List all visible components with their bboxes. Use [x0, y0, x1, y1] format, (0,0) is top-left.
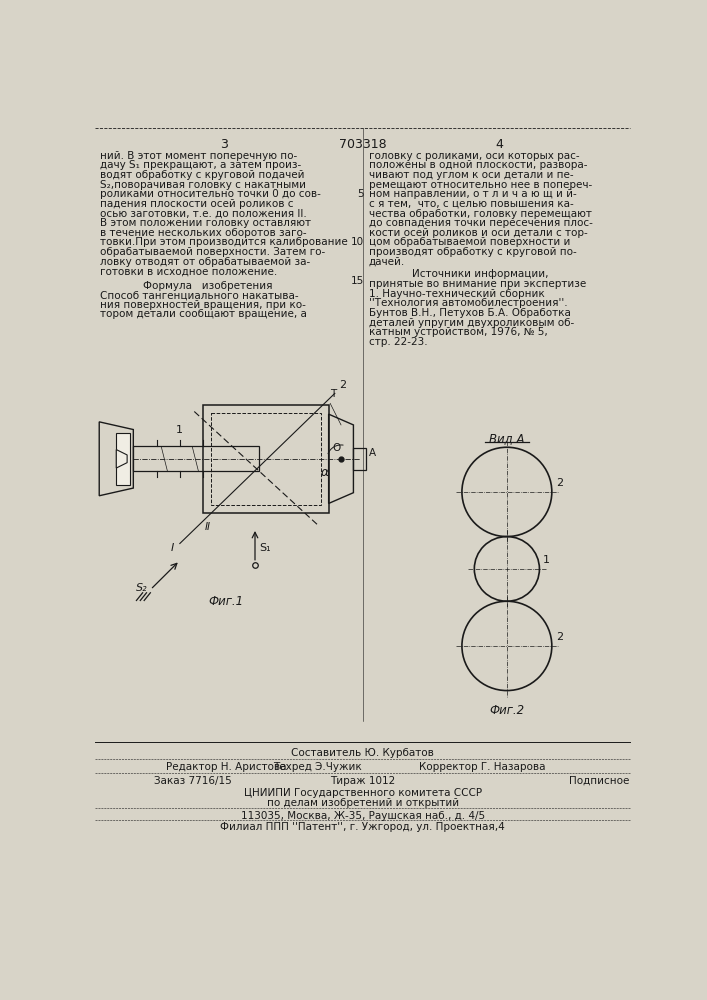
Text: ремещают относительно нее в попереч-: ремещают относительно нее в попереч- [369, 180, 592, 190]
Text: ловку отводят от обрабатываемой за-: ловку отводят от обрабатываемой за- [100, 257, 310, 267]
Text: Филиал ППП ''Патент'', г. Ужгород, ул. Проектная,4: Филиал ППП ''Патент'', г. Ужгород, ул. П… [221, 822, 505, 832]
Polygon shape [116, 450, 127, 468]
Text: S₁: S₁ [259, 543, 271, 553]
Text: 4: 4 [495, 138, 503, 151]
Text: готовки в исходное положение.: готовки в исходное положение. [100, 266, 277, 276]
Text: 3: 3 [220, 138, 228, 151]
Text: ''Технология автомобилестроения''.: ''Технология автомобилестроения''. [369, 298, 568, 308]
Text: падения плоскости осей роликов с: падения плоскости осей роликов с [100, 199, 293, 209]
Text: 1. Научно-технический сборник: 1. Научно-технический сборник [369, 289, 544, 299]
Text: ния поверхностей вращения, при ко-: ния поверхностей вращения, при ко- [100, 300, 306, 310]
Text: 1: 1 [543, 555, 550, 565]
Text: 5: 5 [358, 189, 364, 199]
Text: 15: 15 [351, 276, 364, 286]
Text: деталей упругим двухроликовым об-: деталей упругим двухроликовым об- [369, 318, 574, 328]
Text: 2: 2 [556, 478, 563, 488]
Text: Фиг.1: Фиг.1 [209, 595, 244, 608]
Text: α: α [321, 466, 329, 479]
Text: кости осей роликов и оси детали с тор-: кости осей роликов и оси детали с тор- [369, 228, 588, 238]
Text: чивают под углом к оси детали и пе-: чивают под углом к оси детали и пе- [369, 170, 573, 180]
Text: 2: 2 [556, 632, 563, 642]
Text: Подписное: Подписное [569, 776, 629, 786]
Bar [134, 446, 259, 471]
Text: водят обработку с круговой подачей: водят обработку с круговой подачей [100, 170, 305, 180]
Text: роликами относительно точки 0 до сов-: роликами относительно точки 0 до сов- [100, 189, 321, 199]
Text: ний. В этот момент поперечную по-: ний. В этот момент поперечную по- [100, 151, 297, 161]
Text: O: O [332, 443, 341, 453]
Text: 10: 10 [351, 237, 364, 247]
Text: Техред Э.Чужик: Техред Э.Чужик [273, 762, 361, 772]
Text: Фиг.2: Фиг.2 [489, 704, 525, 717]
Text: Вид А: Вид А [489, 432, 525, 445]
Text: дачей.: дачей. [369, 257, 405, 267]
Text: положены в одной плоскости, развора-: положены в одной плоскости, развора- [369, 160, 588, 170]
Text: головку с роликами, оси которых рас-: головку с роликами, оси которых рас- [369, 151, 580, 161]
Text: A: A [369, 448, 376, 458]
Text: Тираж 1012: Тираж 1012 [330, 776, 395, 786]
Text: производят обработку с круговой по-: производят обработку с круговой по- [369, 247, 577, 257]
Text: II: II [204, 522, 211, 532]
Text: 703318: 703318 [339, 138, 387, 151]
Text: в течение нескольких оборотов заго-: в течение нескольких оборотов заго- [100, 228, 307, 238]
Text: 1: 1 [176, 425, 183, 435]
Text: Бунтов В.Н., Петухов Б.А. Обработка: Бунтов В.Н., Петухов Б.А. Обработка [369, 308, 571, 318]
Bar [354, 448, 366, 470]
Text: 2: 2 [339, 380, 346, 390]
Text: В этом положении головку оставляют: В этом положении головку оставляют [100, 218, 311, 228]
Text: тором детали сообщают вращение, а: тором детали сообщают вращение, а [100, 309, 307, 319]
Bar [211, 413, 321, 505]
Text: товки.При этом производится калибрование: товки.При этом производится калибрование [100, 237, 348, 247]
Text: ном направлении, о т л и ч а ю щ и й-: ном направлении, о т л и ч а ю щ и й- [369, 189, 577, 199]
Text: чества обработки, головку перемещают: чества обработки, головку перемещают [369, 209, 592, 219]
Text: T: T [330, 389, 337, 399]
Text: обрабатываемой поверхности. Затем го-: обрабатываемой поверхности. Затем го- [100, 247, 325, 257]
Text: Источники информации,: Источники информации, [411, 269, 548, 279]
Text: стр. 22-23.: стр. 22-23. [369, 337, 428, 347]
Text: S₂,поворачивая головку с накатными: S₂,поворачивая головку с накатными [100, 180, 306, 190]
Text: 113035, Москва, Ж-35, Раушская наб., д. 4/5: 113035, Москва, Ж-35, Раушская наб., д. … [240, 811, 485, 821]
Text: S₂: S₂ [136, 583, 148, 593]
Text: Корректор Г. Назарова: Корректор Г. Назарова [419, 762, 546, 772]
Text: цом обрабатываемой поверхности и: цом обрабатываемой поверхности и [369, 237, 571, 247]
Text: Формула   изобретения: Формула изобретения [143, 281, 272, 291]
Text: до совпадения точки пересечения плос-: до совпадения точки пересечения плос- [369, 218, 592, 228]
Polygon shape [116, 433, 130, 485]
Text: Составитель Ю. Курбатов: Составитель Ю. Курбатов [291, 748, 434, 758]
Bar [203, 405, 329, 513]
Text: с я тем,  что, с целью повышения ка-: с я тем, что, с целью повышения ка- [369, 199, 573, 209]
Text: катным устройством, 1976, № 5,: катным устройством, 1976, № 5, [369, 327, 548, 337]
Text: осью заготовки, т.е. до положения II.: осью заготовки, т.е. до положения II. [100, 209, 307, 219]
Text: I: I [170, 543, 174, 553]
Text: Заказ 7716/15: Заказ 7716/15 [154, 776, 232, 786]
Text: Редактор Н. Аристова: Редактор Н. Аристова [166, 762, 286, 772]
Text: по делам изобретений и открытий: по делам изобретений и открытий [267, 798, 459, 808]
Text: ЦНИИПИ Государственного комитета СССР: ЦНИИПИ Государственного комитета СССР [244, 788, 481, 798]
Text: дачу S₁ прекращают, а затем произ-: дачу S₁ прекращают, а затем произ- [100, 160, 301, 170]
Text: Способ тангенциального накатыва-: Способ тангенциального накатыва- [100, 290, 298, 300]
Text: принятые во внимание при экспертизе: принятые во внимание при экспертизе [369, 279, 586, 289]
